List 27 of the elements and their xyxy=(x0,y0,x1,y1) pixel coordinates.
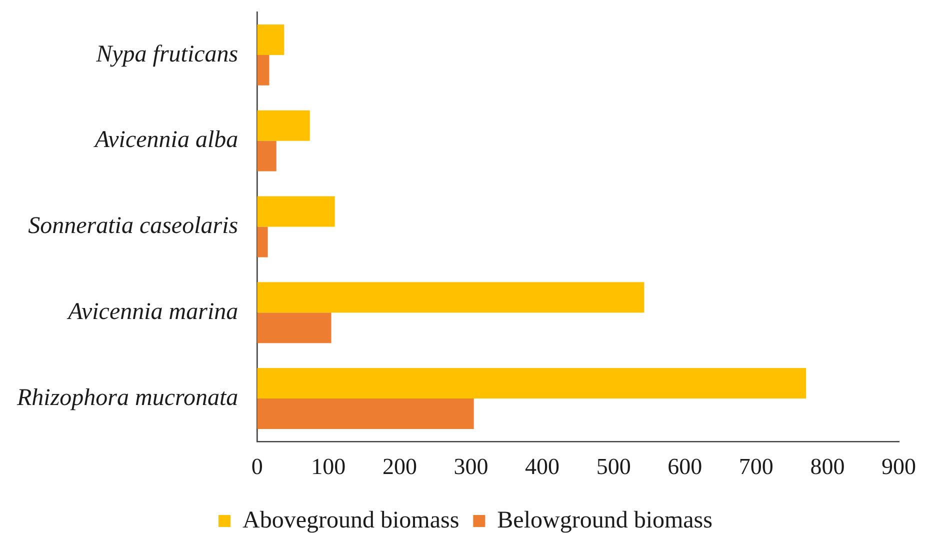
x-tick-label: 600 xyxy=(668,454,702,480)
bar xyxy=(257,24,284,55)
x-tick-label: 800 xyxy=(810,454,845,480)
y-tick-label: Sonneratia caseolaris xyxy=(28,213,238,240)
bar xyxy=(257,398,474,429)
x-tick-label: 900 xyxy=(882,454,916,480)
y-tick-label: Nypa fruticans xyxy=(95,41,238,68)
x-tick-label: 0 xyxy=(251,454,263,480)
bar xyxy=(257,312,332,344)
x-tick-label: 100 xyxy=(311,454,346,480)
y-tick-label: Rhizophora mucronata xyxy=(16,384,238,411)
x-tick-label: 200 xyxy=(382,454,417,480)
bar xyxy=(257,110,310,141)
legend-label: Belowground biomass xyxy=(497,507,712,533)
bar xyxy=(257,196,335,227)
y-tick-label: Avicennia marina xyxy=(66,298,238,325)
x-tick-label: 400 xyxy=(525,454,560,480)
bar xyxy=(257,368,806,398)
x-tick-label: 300 xyxy=(454,454,488,480)
bar xyxy=(257,140,276,172)
y-tick-label: Avicennia alba xyxy=(92,127,238,154)
legend-label: Aboveground biomass xyxy=(242,507,460,533)
bar xyxy=(257,282,644,313)
x-tick-label: 500 xyxy=(596,454,631,480)
bar xyxy=(257,226,268,258)
x-tick-label: 700 xyxy=(738,454,774,480)
bar xyxy=(257,54,270,86)
